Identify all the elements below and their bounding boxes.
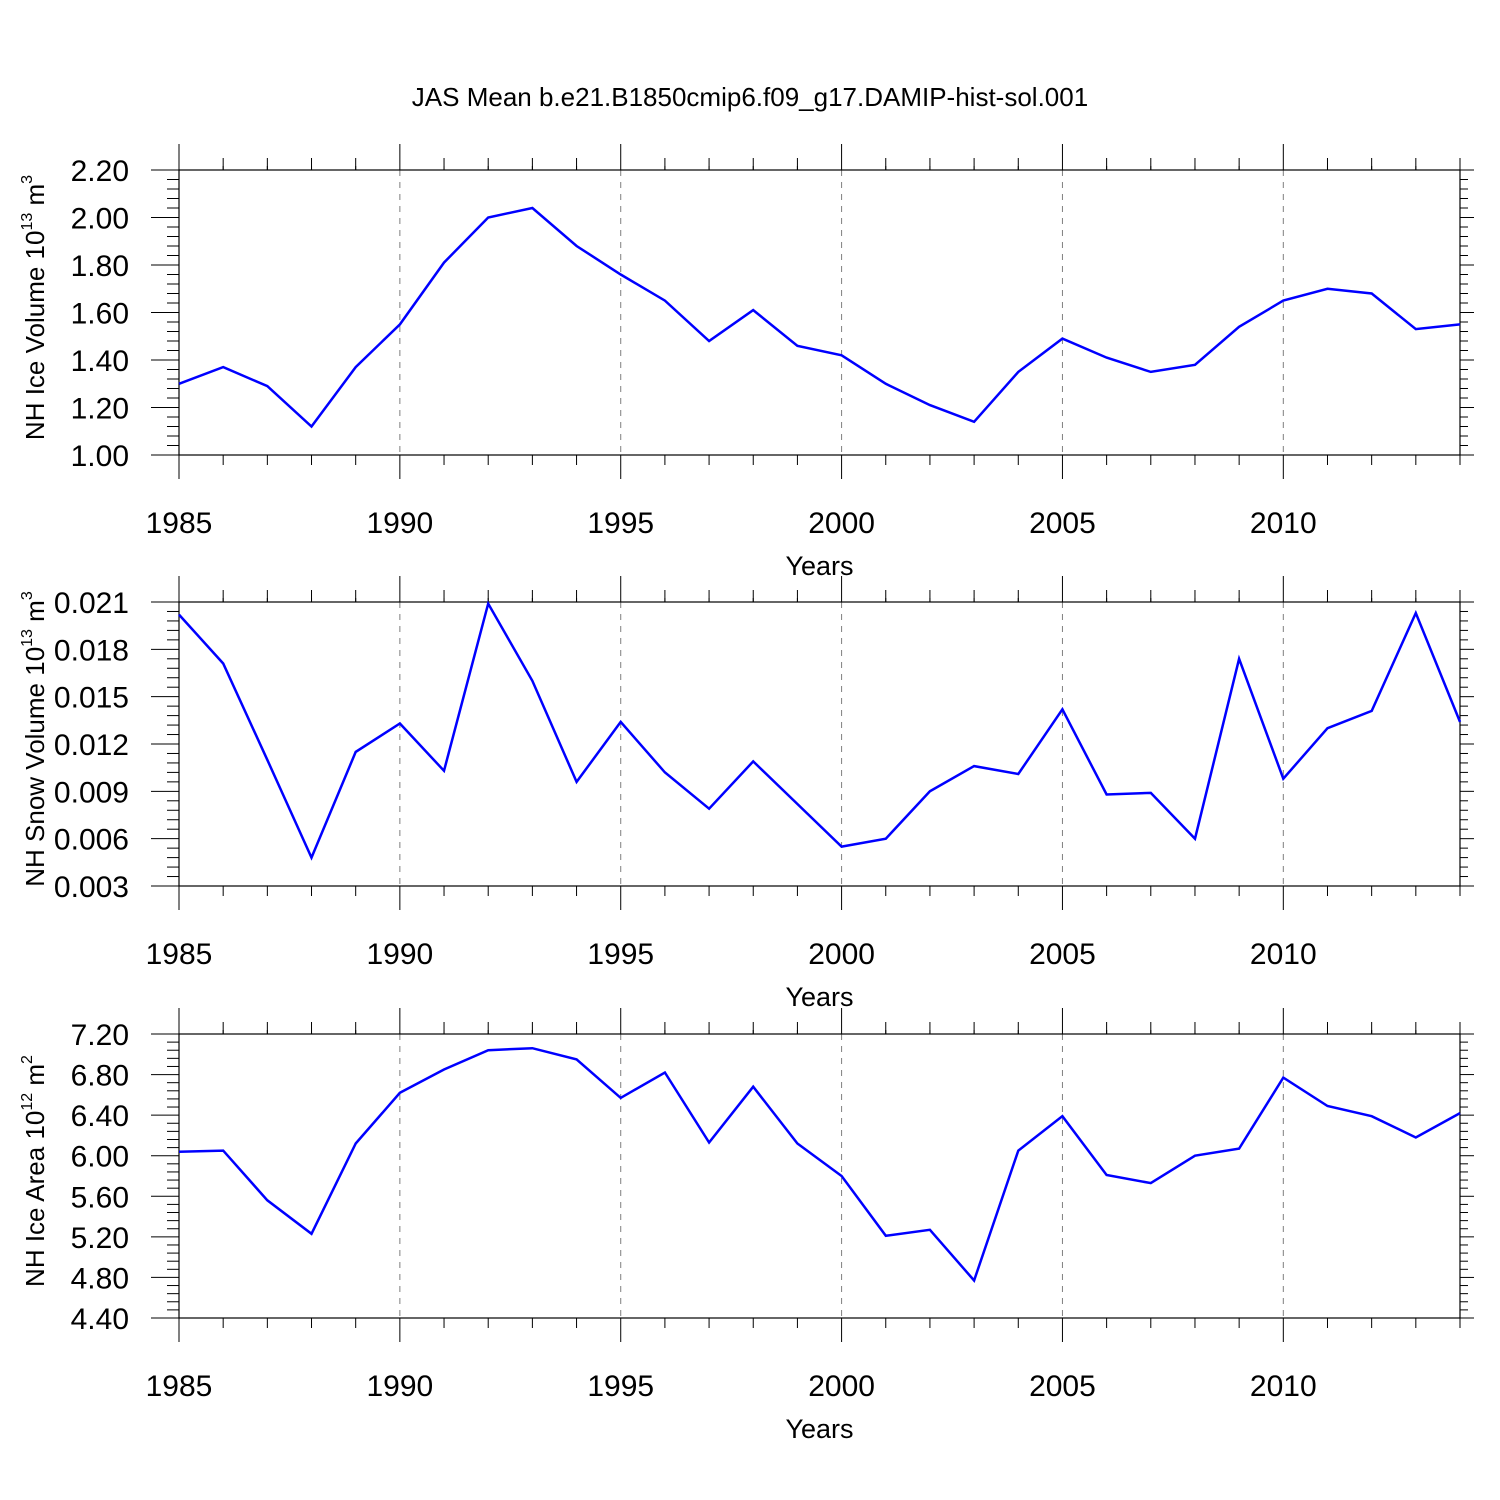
y-tick-label: 5.20	[71, 1222, 129, 1255]
y-axis-title: NH Ice Volume 1013 m3	[19, 175, 50, 440]
y-tick-label: 5.60	[71, 1181, 129, 1214]
y-axis-title-superscript: 2	[19, 1055, 36, 1064]
x-axis-title: Years	[785, 551, 853, 581]
chart-panel-1: 1985 1990 1995 2000 2005 2010 1.00 1.20 1.40 1.60…	[19, 144, 1474, 581]
y-tick-label: 0.009	[54, 776, 129, 809]
y-axis-title-part: m	[20, 1064, 50, 1093]
y-axis-title: NH Snow Volume 1013 m3	[19, 591, 50, 887]
y-axis-title-superscript: 12	[19, 1093, 36, 1111]
x-axis-title: Years	[785, 1414, 853, 1444]
y-tick-label: 7.20	[71, 1019, 129, 1052]
y-axis-title-superscript: 13	[19, 213, 36, 231]
y-tick-label: 1.20	[71, 393, 129, 426]
y-tick-label: 0.021	[54, 587, 129, 620]
y-tick-label: 0.018	[54, 634, 129, 667]
y-tick-label: 2.20	[71, 155, 129, 188]
y-axis-title-part: NH Ice Area 10	[20, 1111, 50, 1287]
y-axis-title-part: NH Ice Volume 10	[20, 231, 50, 441]
series-line	[178, 206, 1461, 429]
y-tick-label: 4.80	[71, 1262, 129, 1295]
y-axis-title-superscript: 13	[19, 629, 36, 647]
y-tick-label: 0.003	[54, 871, 129, 904]
x-tick-label: 1995	[587, 1370, 654, 1403]
y-tick-label: 6.40	[71, 1100, 129, 1133]
y-tick-label: 2.00	[71, 203, 129, 236]
y-tick-label: 6.00	[71, 1141, 129, 1174]
plot-frame	[178, 169, 1461, 456]
x-tick-label: 2005	[1029, 938, 1096, 971]
y-axis-title-superscript: 3	[19, 591, 36, 600]
plot-frame	[178, 1033, 1461, 1319]
y-tick-label: 6.80	[71, 1060, 129, 1093]
x-tick-label: 2010	[1250, 938, 1317, 971]
x-tick-label: 2005	[1029, 507, 1096, 540]
y-tick-label: 4.40	[71, 1303, 129, 1336]
x-tick-label: 1995	[587, 938, 654, 971]
y-tick-label: 1.60	[71, 298, 129, 331]
y-axis-title-superscript: 3	[19, 175, 36, 184]
x-tick-label: 1985	[146, 938, 213, 971]
x-tick-label: 2005	[1029, 1370, 1096, 1403]
y-tick-label: 0.006	[54, 824, 129, 857]
x-tick-label: 2000	[808, 938, 875, 971]
x-tick-label: 1990	[366, 507, 433, 540]
x-axis-title: Years	[785, 982, 853, 1012]
plot-frame	[178, 601, 1461, 887]
chart-panel-3: 1985 1990 1995 2000 2005 2010 4.40 4.80 5.20 5.60…	[19, 1008, 1474, 1444]
y-tick-label: 1.00	[71, 440, 129, 473]
x-tick-label: 2000	[808, 507, 875, 540]
series-line	[178, 1046, 1461, 1283]
y-tick-label: 0.015	[54, 682, 129, 715]
y-axis-title: NH Ice Area 1012 m2	[19, 1055, 50, 1287]
x-tick-label: 1990	[366, 938, 433, 971]
figure-title: JAS Mean b.e21.B1850cmip6.f09_g17.DAMIP-…	[412, 82, 1088, 112]
y-tick-label: 1.80	[71, 250, 129, 283]
y-axis-title-part: m	[20, 600, 50, 629]
y-axis-title-part: m	[20, 184, 50, 213]
x-tick-label: 2000	[808, 1370, 875, 1403]
x-tick-label: 1985	[146, 507, 213, 540]
x-tick-label: 1990	[366, 1370, 433, 1403]
x-tick-label: 2010	[1250, 507, 1317, 540]
chart-panel-2: 1985 1990 1995 2000 2005 2010 0.003 0.006 0.009 0…	[19, 576, 1474, 1012]
y-tick-label: 1.40	[71, 345, 129, 378]
y-axis-title-part: NH Snow Volume 10	[20, 647, 50, 887]
x-tick-label: 1985	[146, 1370, 213, 1403]
x-tick-label: 2010	[1250, 1370, 1317, 1403]
series-line	[178, 600, 1462, 861]
y-tick-label: 0.012	[54, 729, 129, 762]
panels: 1985 1990 1995 2000 2005 2010 1.00 1.20 1.40 1.60…	[19, 144, 1474, 1444]
x-tick-label: 1995	[587, 507, 654, 540]
